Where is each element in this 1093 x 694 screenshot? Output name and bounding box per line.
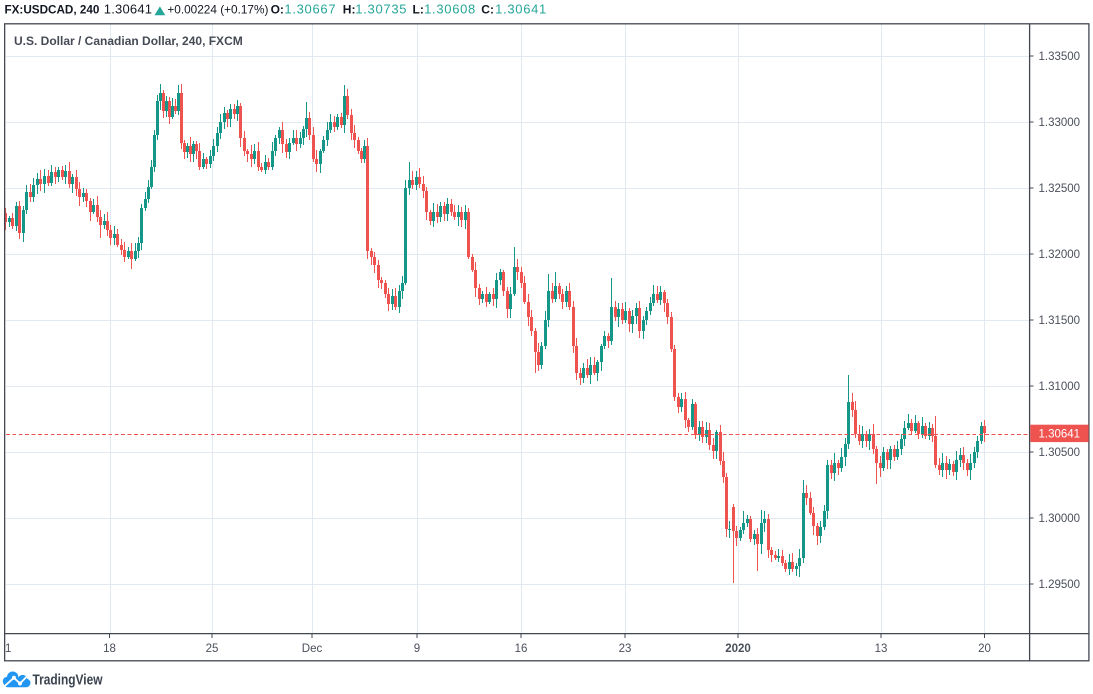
svg-text:H:: H: (343, 3, 356, 17)
svg-text:25: 25 (206, 643, 219, 655)
svg-text:1.30500: 1.30500 (1039, 447, 1081, 459)
svg-text:13: 13 (875, 643, 888, 655)
svg-text:1.30000: 1.30000 (1039, 513, 1081, 525)
svg-text:1.31000: 1.31000 (1039, 381, 1081, 393)
svg-text:FX:USDCAD, 240: FX:USDCAD, 240 (5, 4, 100, 17)
svg-text:16: 16 (515, 643, 528, 655)
svg-text:9: 9 (414, 643, 420, 655)
svg-text:1.30667: 1.30667 (284, 2, 336, 17)
svg-text:1: 1 (5, 643, 11, 655)
svg-text:18: 18 (103, 643, 116, 655)
svg-text:L:: L: (413, 3, 424, 17)
svg-text:C:: C: (481, 3, 494, 17)
svg-text:1.32500: 1.32500 (1039, 183, 1081, 195)
svg-text:20: 20 (978, 643, 991, 655)
svg-text:1.30641: 1.30641 (1039, 429, 1081, 441)
svg-text:2020: 2020 (725, 643, 751, 655)
svg-text:U.S. Dollar / Canadian Dollar,: U.S. Dollar / Canadian Dollar, 240, FXCM (14, 34, 243, 48)
svg-text:1.31500: 1.31500 (1039, 315, 1081, 327)
svg-text:1.30641: 1.30641 (495, 2, 547, 17)
svg-text:1.32000: 1.32000 (1039, 249, 1081, 261)
svg-text:TradingView: TradingView (33, 672, 103, 689)
svg-text:O:: O: (271, 3, 284, 17)
svg-text:1.33500: 1.33500 (1039, 51, 1081, 63)
svg-text:1.29500: 1.29500 (1039, 579, 1081, 591)
svg-text:1.30641: 1.30641 (104, 2, 152, 17)
svg-text:23: 23 (619, 643, 632, 655)
svg-text:+0.00224 (+0.17%): +0.00224 (+0.17%) (167, 3, 268, 17)
svg-text:1.30608: 1.30608 (424, 2, 476, 17)
svg-text:1.30735: 1.30735 (355, 2, 407, 17)
svg-text:Dec: Dec (302, 643, 323, 655)
svg-text:1.33000: 1.33000 (1039, 117, 1081, 129)
